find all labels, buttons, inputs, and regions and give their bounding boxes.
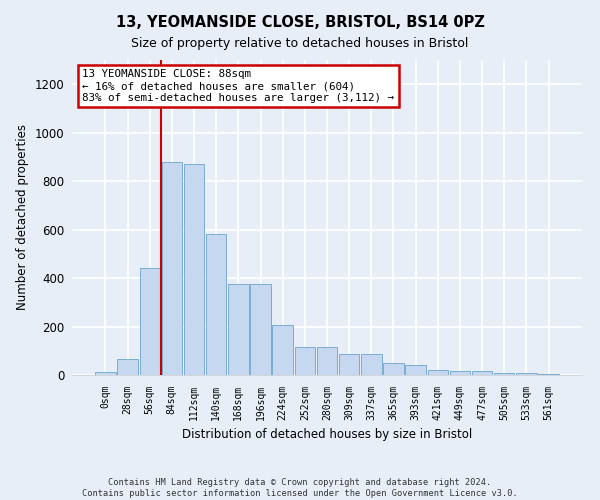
Bar [184, 164, 204, 375]
Bar [228, 284, 248, 375]
Bar [295, 347, 315, 375]
Bar [339, 354, 359, 375]
Y-axis label: Number of detached properties: Number of detached properties [16, 124, 29, 310]
Bar [361, 354, 382, 375]
X-axis label: Distribution of detached houses by size in Bristol: Distribution of detached houses by size … [182, 428, 472, 442]
Bar [250, 284, 271, 375]
Bar [538, 374, 559, 375]
Bar [450, 370, 470, 375]
Text: Size of property relative to detached houses in Bristol: Size of property relative to detached ho… [131, 38, 469, 51]
Bar [472, 370, 493, 375]
Bar [161, 162, 182, 375]
Bar [383, 363, 404, 375]
Bar [272, 326, 293, 375]
Text: Contains HM Land Registry data © Crown copyright and database right 2024.
Contai: Contains HM Land Registry data © Crown c… [82, 478, 518, 498]
Bar [140, 268, 160, 375]
Bar [118, 359, 138, 375]
Bar [494, 372, 514, 375]
Text: 13, YEOMANSIDE CLOSE, BRISTOL, BS14 0PZ: 13, YEOMANSIDE CLOSE, BRISTOL, BS14 0PZ [116, 15, 484, 30]
Bar [95, 372, 116, 375]
Bar [516, 373, 536, 375]
Bar [428, 370, 448, 375]
Bar [317, 347, 337, 375]
Text: 13 YEOMANSIDE CLOSE: 88sqm
← 16% of detached houses are smaller (604)
83% of sem: 13 YEOMANSIDE CLOSE: 88sqm ← 16% of deta… [82, 70, 394, 102]
Bar [406, 366, 426, 375]
Bar [206, 234, 226, 375]
